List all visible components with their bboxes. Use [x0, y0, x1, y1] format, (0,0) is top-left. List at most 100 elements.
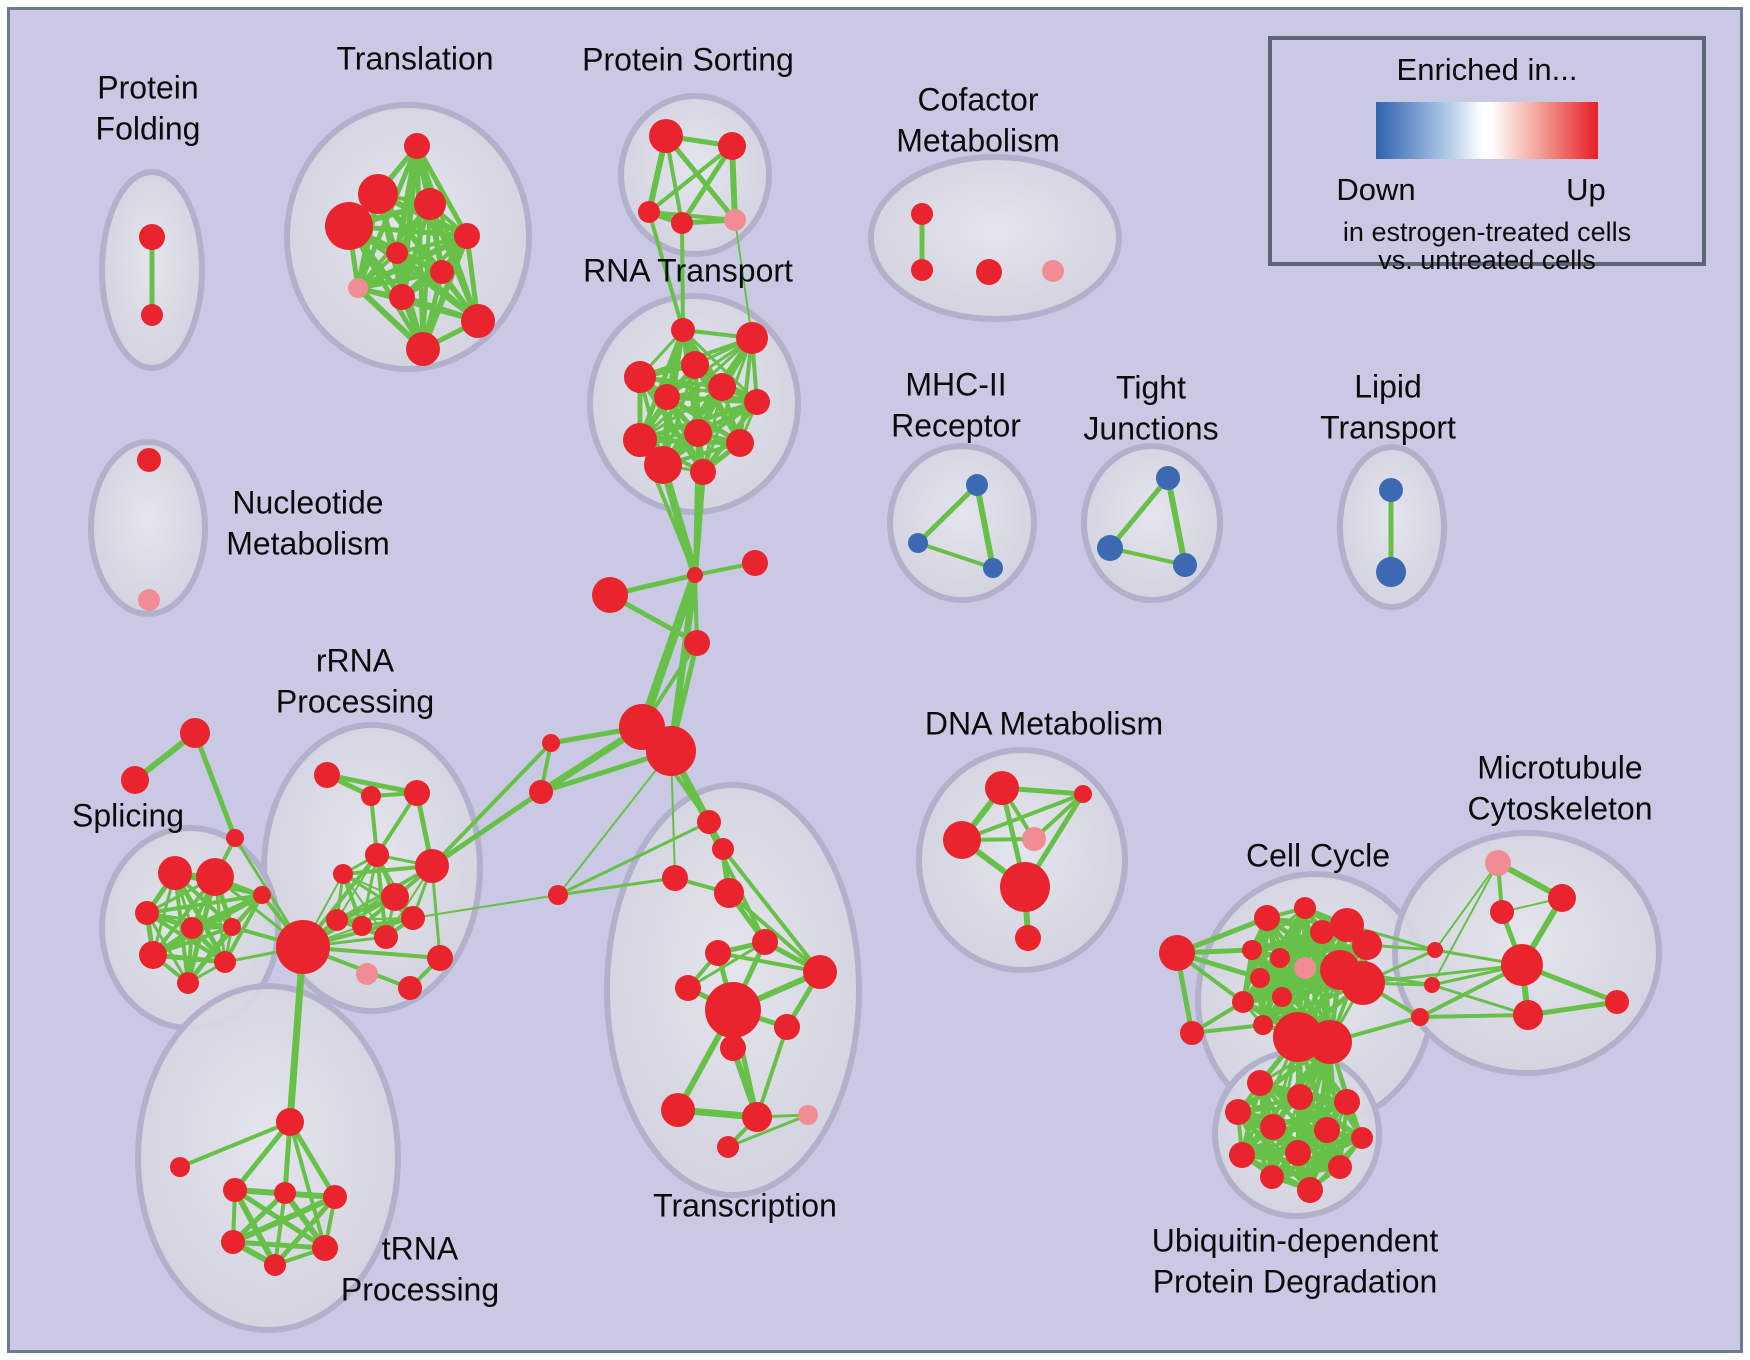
node-rt2-red — [736, 322, 768, 354]
node-sp1-red — [158, 856, 192, 890]
node-rt6-red — [654, 384, 680, 410]
node-dm4-pink — [1022, 827, 1046, 851]
node-cc5-red — [1352, 930, 1382, 960]
node-tn3-red — [323, 1185, 347, 1209]
node-rr11-red — [427, 945, 453, 971]
node-mh2-blue — [908, 533, 928, 553]
edge-cn2-hub1 — [637, 570, 700, 732]
cluster-ellipse-tight-junctions — [1081, 443, 1223, 603]
node-rr9-red — [374, 925, 398, 949]
node-dm1-red — [985, 771, 1019, 805]
node-rt3-red — [681, 351, 709, 379]
edge-rr1-rr3 — [324, 772, 420, 796]
node-ub1-red — [1247, 1070, 1273, 1096]
cluster-label-nucleotide-metabolism: Nucleotide — [232, 484, 383, 520]
edge-rt4-rt7 — [638, 375, 759, 404]
node-cf3-red — [976, 259, 1002, 285]
cluster-label-rna-transport: RNA Transport — [583, 252, 793, 288]
edge-tn3-tn4 — [230, 1194, 338, 1245]
cluster-label-protein-folding: Protein — [97, 69, 198, 105]
node-rr10-red — [401, 906, 425, 930]
node-tn4-red — [221, 1230, 245, 1254]
edge-cc9-mtHub — [1361, 963, 1524, 985]
node-ccOut2-red — [1180, 1021, 1204, 1045]
node-cc7-red — [1270, 948, 1290, 968]
cluster-label-protein-sorting: Protein Sorting — [582, 41, 794, 77]
cluster-label-cofactor-metabolism: Cofactor — [918, 81, 1039, 117]
node-tx9-red — [742, 1102, 772, 1132]
cluster-label-tight-junctions: Junctions — [1083, 410, 1218, 446]
node-ub5-red — [1260, 1114, 1286, 1140]
cluster-label-nucleotide-metabolism: Metabolism — [226, 525, 390, 561]
edge-tnHub-tn5 — [288, 1120, 327, 1250]
cluster-label-rrna-processing: Processing — [276, 683, 434, 719]
edge-rt8-cn2 — [693, 431, 700, 577]
cluster-label-cofactor-metabolism: Metabolism — [896, 122, 1060, 158]
node-tn2-red — [274, 1182, 296, 1204]
edge-tc3-tc5 — [556, 876, 677, 897]
node-rt8-red — [684, 419, 712, 447]
node-rrP-pink — [356, 963, 378, 985]
edge-mb2-mt3 — [1430, 983, 1530, 1017]
edge-mh1-mh2 — [915, 482, 980, 546]
node-dm5-red — [1000, 862, 1050, 912]
edge-ot1-ot3 — [192, 730, 238, 841]
legend-caption-line1: in estrogen-treated cells — [1342, 217, 1632, 247]
node-ps3-red — [638, 201, 660, 223]
node-mh3-blue — [983, 558, 1003, 578]
node-tc5-red — [548, 885, 568, 905]
cluster-label-microtubule-cytoskeleton: Cytoskeleton — [1468, 790, 1653, 826]
node-cc9-red — [1341, 961, 1385, 1005]
node-tn1-red — [223, 1178, 247, 1202]
edge-ps5-rt2 — [734, 219, 753, 339]
edge-mh1-mh3 — [974, 482, 996, 571]
node-rr2-red — [361, 786, 381, 806]
cluster-labels: Protein Folding Translation Protein Sorting… — [72, 40, 1653, 1307]
edge-tc4-tx4 — [727, 891, 822, 974]
cluster-label-trna-processing: tRNA — [382, 1230, 459, 1266]
node-rrHub-red — [276, 920, 330, 974]
node-tr6-red — [386, 242, 408, 264]
node-rt12-red — [690, 459, 716, 485]
node-cf4-pink — [1042, 260, 1064, 282]
cluster-label-lipid-transport: Lipid — [1354, 368, 1422, 404]
node-rr7-red — [326, 909, 348, 931]
node-mt3-red — [1513, 1000, 1543, 1030]
node-tx6-red — [774, 1014, 800, 1040]
node-tr4-red — [325, 202, 373, 250]
cluster-label-dna-metabolism: DNA Metabolism — [925, 705, 1163, 741]
node-rt1-red — [671, 318, 695, 342]
legend-down-label: Down — [1336, 172, 1416, 207]
node-sp9-red — [214, 951, 236, 973]
node-ub8-red — [1229, 1142, 1255, 1168]
node-tc2-red — [712, 838, 734, 860]
node-tr9-red — [389, 284, 415, 310]
cluster-label-transcription: Transcription — [653, 1187, 837, 1223]
node-mtHub-red — [1501, 944, 1543, 986]
node-cn3-red — [742, 550, 768, 576]
node-tr10-red — [461, 304, 495, 338]
node-cc6-red — [1242, 940, 1262, 960]
node-mb1-red — [1427, 942, 1443, 958]
node-ub10-red — [1328, 1155, 1352, 1179]
node-cf2-red — [911, 259, 933, 281]
node-tnOut-red — [170, 1157, 190, 1177]
cluster-label-mhc-ii-receptor: MHC-II — [905, 366, 1006, 402]
node-hub2-red — [646, 726, 696, 776]
node-ub3-red — [1225, 1099, 1251, 1125]
edge-rt1-rt9 — [637, 327, 686, 443]
edge-ub7-ub11 — [1269, 1135, 1365, 1180]
node-mt4-red — [1605, 990, 1629, 1014]
edge-ps4-rt1 — [680, 221, 685, 332]
node-tr5-red — [454, 223, 480, 249]
node-cc2-red — [1294, 897, 1316, 919]
edge-dm2-dm3 — [960, 792, 1085, 842]
node-ps5-pink — [724, 209, 746, 231]
node-cc1-red — [1254, 905, 1280, 931]
node-mt2-red — [1490, 900, 1514, 924]
node-ub12-red — [1297, 1177, 1323, 1203]
node-rr3-red — [404, 780, 430, 806]
node-sp3-red — [135, 901, 159, 925]
